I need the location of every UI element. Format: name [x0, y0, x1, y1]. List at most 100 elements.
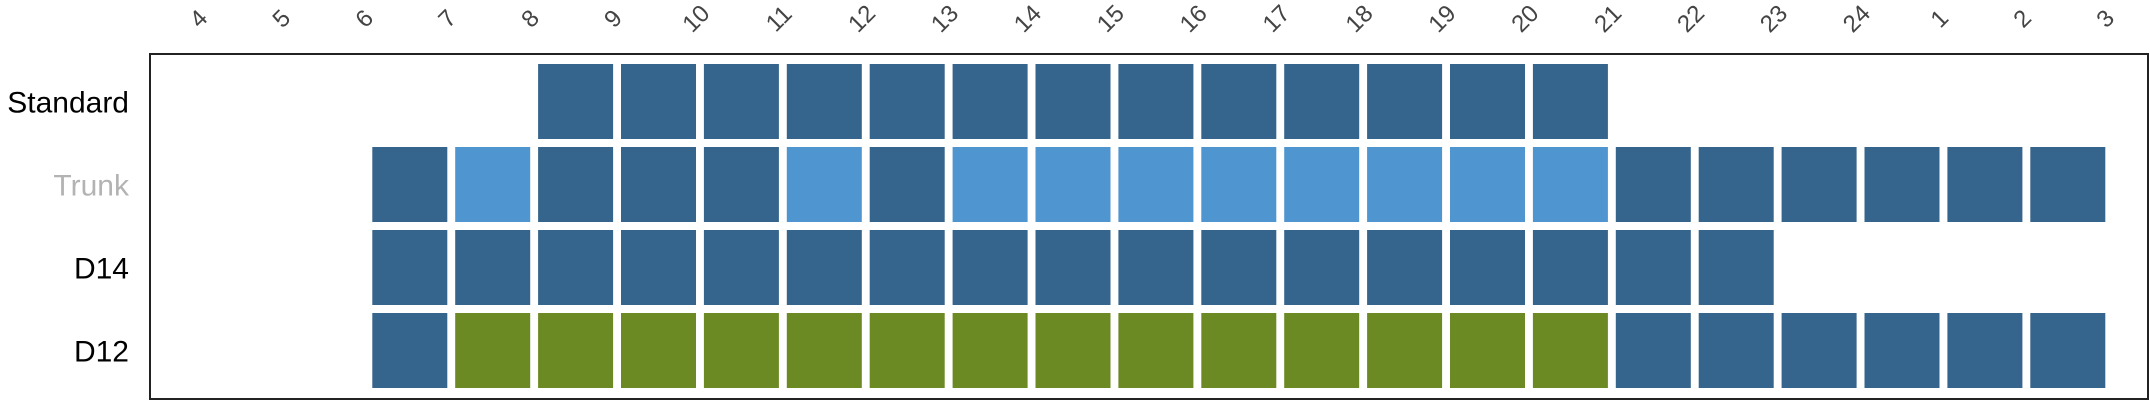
hour-label: 2 — [2008, 5, 2037, 34]
cell-standard-11[interactable] — [786, 64, 862, 139]
cell-d12-2[interactable] — [2030, 313, 2106, 388]
row-label-standard[interactable]: Standard — [7, 87, 129, 120]
hour-label: 24 — [1838, 0, 1876, 38]
hour-label: 13 — [926, 0, 964, 38]
hour-label: 6 — [350, 5, 379, 34]
cell-d14-7[interactable] — [455, 230, 531, 305]
cell-d14-16[interactable] — [1201, 230, 1277, 305]
hour-label: 9 — [599, 5, 628, 34]
cell-trunk-1[interactable] — [1947, 147, 2023, 222]
row-label-d14[interactable]: D14 — [74, 253, 129, 286]
hour-label: 23 — [1755, 0, 1793, 38]
cell-standard-16[interactable] — [1201, 64, 1277, 139]
cell-d14-11[interactable] — [786, 230, 862, 305]
hour-label: 7 — [433, 5, 462, 34]
cell-trunk-20[interactable] — [1532, 147, 1608, 222]
cell-d14-9[interactable] — [621, 230, 696, 305]
cell-trunk-14[interactable] — [1035, 147, 1111, 222]
cell-standard-15[interactable] — [1118, 64, 1194, 139]
cell-d12-20[interactable] — [1532, 313, 1608, 388]
hour-label: 22 — [1672, 0, 1710, 38]
cell-d12-21[interactable] — [1615, 313, 1691, 388]
cell-trunk-17[interactable] — [1284, 147, 1360, 222]
cell-standard-14[interactable] — [1035, 64, 1111, 139]
row-axis: Standard Trunk D14 D12 — [7, 87, 130, 369]
hour-label: 21 — [1589, 0, 1627, 38]
hour-label: 3 — [2091, 5, 2120, 34]
cell-d14-20[interactable] — [1532, 230, 1608, 305]
hour-label: 15 — [1092, 0, 1130, 38]
plot-frame — [149, 53, 2149, 400]
cell-trunk-23[interactable] — [1781, 147, 1857, 222]
cell-d12-11[interactable] — [786, 313, 862, 388]
hour-axis: 4 5 6 7 8 9 10 11 12 13 14 15 16 17 18 19 20 21 22 23 24 1 2 3 — [185, 0, 2120, 38]
cell-d12-19[interactable] — [1450, 313, 1525, 388]
cell-standard-20[interactable] — [1532, 64, 1608, 139]
cell-d14-19[interactable] — [1450, 230, 1525, 305]
cell-d12-18[interactable] — [1367, 313, 1443, 388]
cell-d12-22[interactable] — [1698, 313, 1774, 388]
cell-d12-10[interactable] — [703, 313, 779, 388]
row-label-trunk[interactable]: Trunk — [53, 170, 130, 203]
hour-label: 8 — [516, 5, 545, 34]
cell-d14-14[interactable] — [1035, 230, 1111, 305]
cell-grid — [372, 64, 2106, 388]
cell-d12-16[interactable] — [1201, 313, 1277, 388]
cell-d14-21[interactable] — [1615, 230, 1691, 305]
cell-d14-8[interactable] — [538, 230, 614, 305]
cell-d12-15[interactable] — [1118, 313, 1194, 388]
cell-standard-9[interactable] — [621, 64, 696, 139]
cell-trunk-18[interactable] — [1367, 147, 1443, 222]
cell-trunk-22[interactable] — [1698, 147, 1774, 222]
cell-d14-18[interactable] — [1367, 230, 1443, 305]
cell-standard-18[interactable] — [1367, 64, 1443, 139]
cell-d12-14[interactable] — [1035, 313, 1111, 388]
cell-trunk-8[interactable] — [538, 147, 614, 222]
cell-trunk-6[interactable] — [372, 147, 448, 222]
cell-d12-9[interactable] — [621, 313, 696, 388]
cell-d12-13[interactable] — [952, 313, 1028, 388]
cell-d12-1[interactable] — [1947, 313, 2023, 388]
cell-trunk-13[interactable] — [952, 147, 1028, 222]
cell-standard-19[interactable] — [1450, 64, 1525, 139]
cell-trunk-11[interactable] — [786, 147, 862, 222]
cell-d12-24[interactable] — [1864, 313, 1940, 388]
row-label-d12[interactable]: D12 — [74, 336, 129, 369]
hour-label: 19 — [1423, 0, 1461, 38]
cell-d12-7[interactable] — [455, 313, 531, 388]
cell-trunk-21[interactable] — [1615, 147, 1691, 222]
cell-d14-6[interactable] — [372, 230, 448, 305]
cell-d14-10[interactable] — [703, 230, 779, 305]
cell-d12-23[interactable] — [1781, 313, 1857, 388]
cell-standard-13[interactable] — [952, 64, 1028, 139]
cell-d14-15[interactable] — [1118, 230, 1194, 305]
cell-trunk-24[interactable] — [1864, 147, 1940, 222]
hour-label: 17 — [1258, 0, 1296, 38]
cell-standard-17[interactable] — [1284, 64, 1360, 139]
hour-label: 10 — [677, 0, 715, 38]
cell-trunk-9[interactable] — [621, 147, 696, 222]
cell-trunk-15[interactable] — [1118, 147, 1194, 222]
cell-d14-17[interactable] — [1284, 230, 1360, 305]
hour-label: 11 — [761, 1, 798, 38]
cell-d12-17[interactable] — [1284, 313, 1360, 388]
hour-label: 5 — [268, 5, 297, 34]
cell-trunk-19[interactable] — [1450, 147, 1525, 222]
cell-trunk-2[interactable] — [2030, 147, 2106, 222]
cell-standard-8[interactable] — [538, 64, 614, 139]
cell-trunk-16[interactable] — [1201, 147, 1277, 222]
cell-trunk-12[interactable] — [869, 147, 945, 222]
cell-trunk-7[interactable] — [455, 147, 531, 222]
cell-d12-12[interactable] — [869, 313, 945, 388]
hour-label: 16 — [1175, 0, 1213, 38]
cell-standard-10[interactable] — [703, 64, 779, 139]
cell-standard-12[interactable] — [869, 64, 945, 139]
cell-d14-22[interactable] — [1698, 230, 1774, 305]
hour-label: 1 — [1926, 5, 1955, 34]
cell-d12-6[interactable] — [372, 313, 448, 388]
cell-d14-13[interactable] — [952, 230, 1028, 305]
cell-trunk-10[interactable] — [703, 147, 779, 222]
cell-d12-8[interactable] — [538, 313, 614, 388]
cell-d14-12[interactable] — [869, 230, 945, 305]
